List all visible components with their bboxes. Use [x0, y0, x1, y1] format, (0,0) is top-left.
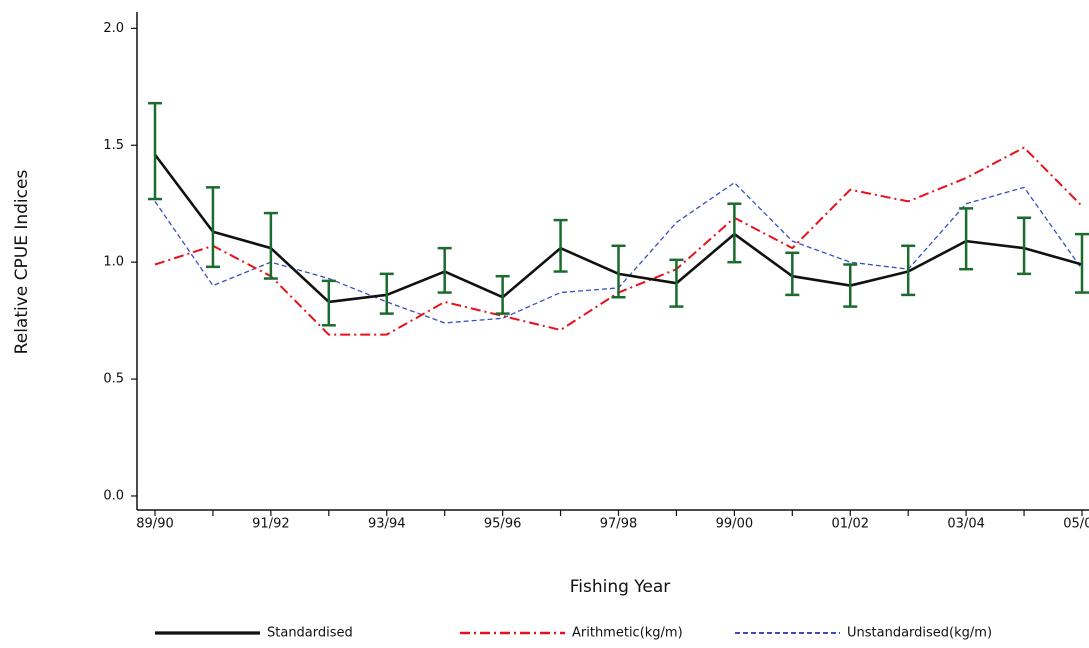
- x-tick-label: 91/92: [252, 517, 289, 532]
- x-tick-label: 05/06: [1063, 517, 1089, 532]
- x-tick-label: 89/90: [136, 517, 173, 532]
- x-tick-label: 97/98: [600, 517, 637, 532]
- legend-label: Standardised: [267, 626, 353, 641]
- x-tick-label: 01/02: [832, 517, 869, 532]
- x-tick-label: 03/04: [947, 517, 984, 532]
- y-tick-label: 2.0: [103, 21, 124, 36]
- x-tick-label: 99/00: [716, 517, 753, 532]
- y-tick-label: 0.0: [103, 488, 124, 503]
- x-tick-label: 95/96: [484, 517, 521, 532]
- legend-label: Arithmetic(kg/m): [572, 626, 683, 641]
- x-axis-title: Fishing Year: [570, 577, 671, 597]
- y-tick-label: 1.5: [103, 138, 124, 153]
- x-tick-label: 93/94: [368, 517, 405, 532]
- legend-label: Unstandardised(kg/m): [847, 626, 992, 641]
- y-tick-label: 0.5: [103, 372, 124, 387]
- series-line: [154, 146, 1083, 336]
- y-tick-label: 1.0: [103, 255, 124, 270]
- y-axis-title: Relative CPUE Indices: [12, 170, 32, 355]
